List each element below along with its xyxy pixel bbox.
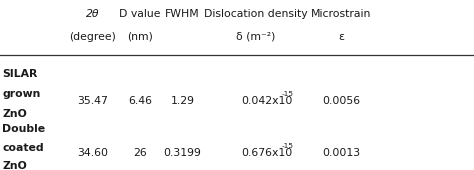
Text: Dislocation density: Dislocation density [204, 9, 308, 19]
Text: ZnO: ZnO [2, 109, 27, 120]
Text: grown: grown [2, 89, 41, 99]
Text: 0.676x10: 0.676x10 [242, 148, 293, 158]
Text: 1.29: 1.29 [171, 96, 194, 106]
Text: 0.042x10: 0.042x10 [242, 96, 293, 106]
Text: (degree): (degree) [69, 32, 116, 42]
Text: ZnO: ZnO [2, 161, 27, 170]
Text: FWHM: FWHM [165, 9, 200, 19]
Text: (nm): (nm) [127, 32, 153, 42]
Text: -15: -15 [282, 91, 294, 97]
Text: 0.0013: 0.0013 [322, 148, 360, 158]
Text: 6.46: 6.46 [128, 96, 152, 106]
Text: ε: ε [338, 32, 344, 42]
Text: δ (m⁻²): δ (m⁻²) [236, 32, 276, 42]
Text: D value: D value [119, 9, 161, 19]
Text: Microstrain: Microstrain [311, 9, 372, 19]
Text: 26: 26 [133, 148, 147, 158]
Text: 0.3199: 0.3199 [164, 148, 201, 158]
Text: coated: coated [2, 143, 44, 153]
Text: Double: Double [2, 124, 46, 134]
Text: -15: -15 [282, 142, 294, 149]
Text: SILAR: SILAR [2, 69, 38, 79]
Text: 34.60: 34.60 [77, 148, 108, 158]
Text: 0.0056: 0.0056 [322, 96, 360, 106]
Text: 35.47: 35.47 [77, 96, 108, 106]
Text: 2θ: 2θ [86, 9, 99, 19]
